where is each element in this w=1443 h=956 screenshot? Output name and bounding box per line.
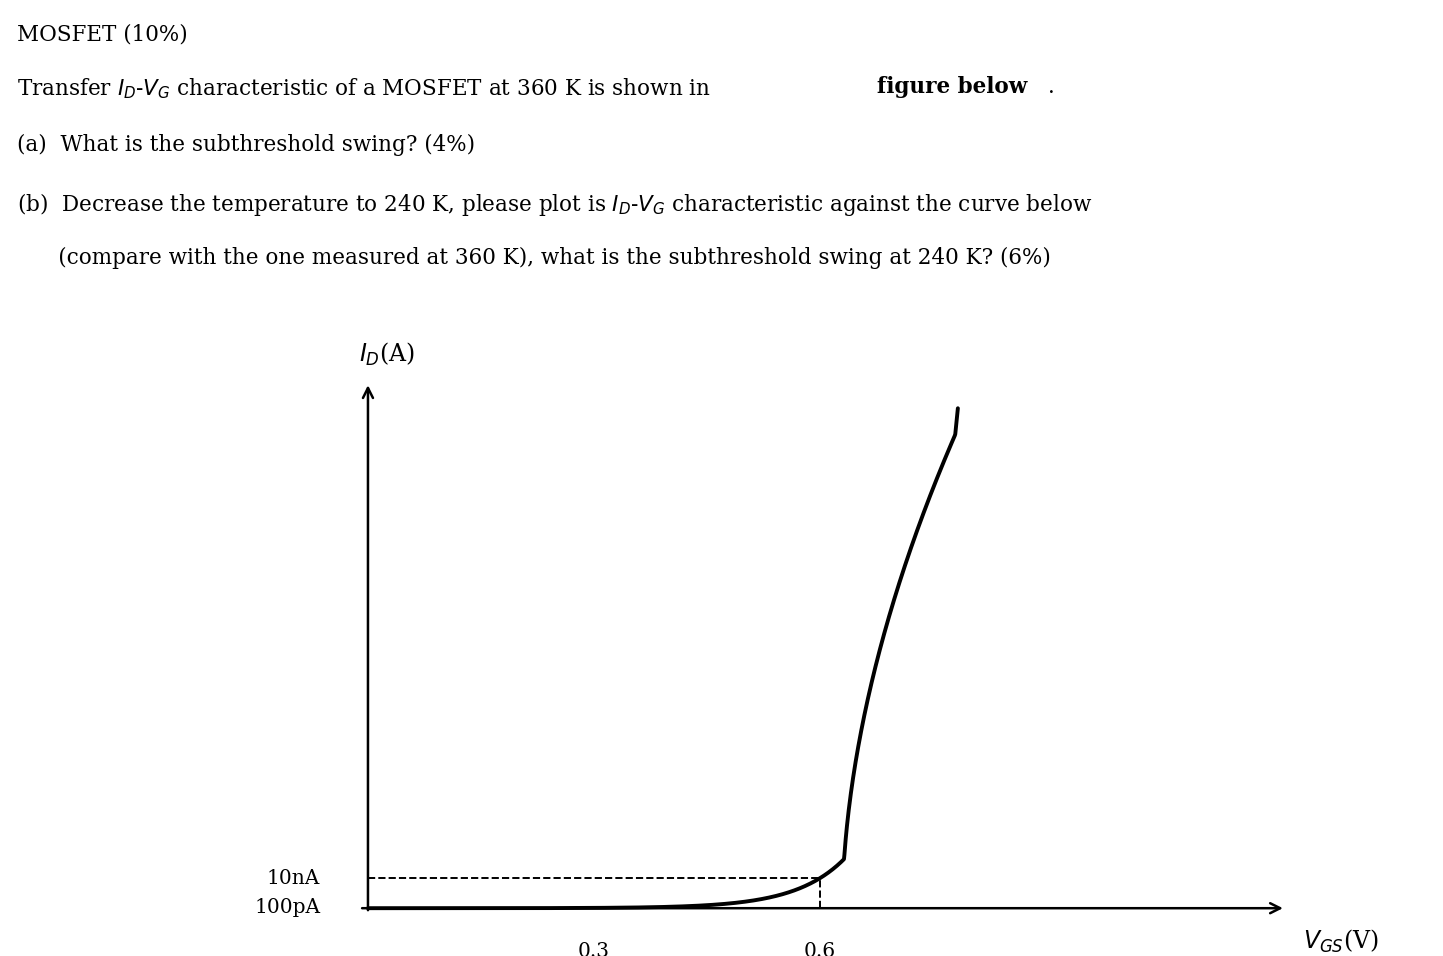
Text: Transfer $I_D$-$V_G$ characteristic of a MOSFET at 360 K is shown in: Transfer $I_D$-$V_G$ characteristic of a… <box>17 76 711 101</box>
Text: (compare with the one measured at 360 K), what is the subthreshold swing at 240 : (compare with the one measured at 360 K)… <box>17 247 1051 269</box>
Text: 100pA: 100pA <box>254 899 320 918</box>
Text: .: . <box>1048 76 1055 98</box>
Text: $V_{GS}$(V): $V_{GS}$(V) <box>1303 928 1380 955</box>
Text: (a)  What is the subthreshold swing? (4%): (a) What is the subthreshold swing? (4%) <box>17 134 475 156</box>
Text: 10nA: 10nA <box>267 869 320 888</box>
Text: figure below: figure below <box>877 76 1027 98</box>
Text: $I_D$(A): $I_D$(A) <box>359 341 416 368</box>
Text: (b)  Decrease the temperature to 240 K, please plot is $I_D$-$V_G$ characteristi: (b) Decrease the temperature to 240 K, p… <box>17 191 1092 218</box>
Text: 0.3: 0.3 <box>577 942 610 956</box>
Text: 0.6: 0.6 <box>804 942 835 956</box>
Text: MOSFET (10%): MOSFET (10%) <box>17 24 188 46</box>
